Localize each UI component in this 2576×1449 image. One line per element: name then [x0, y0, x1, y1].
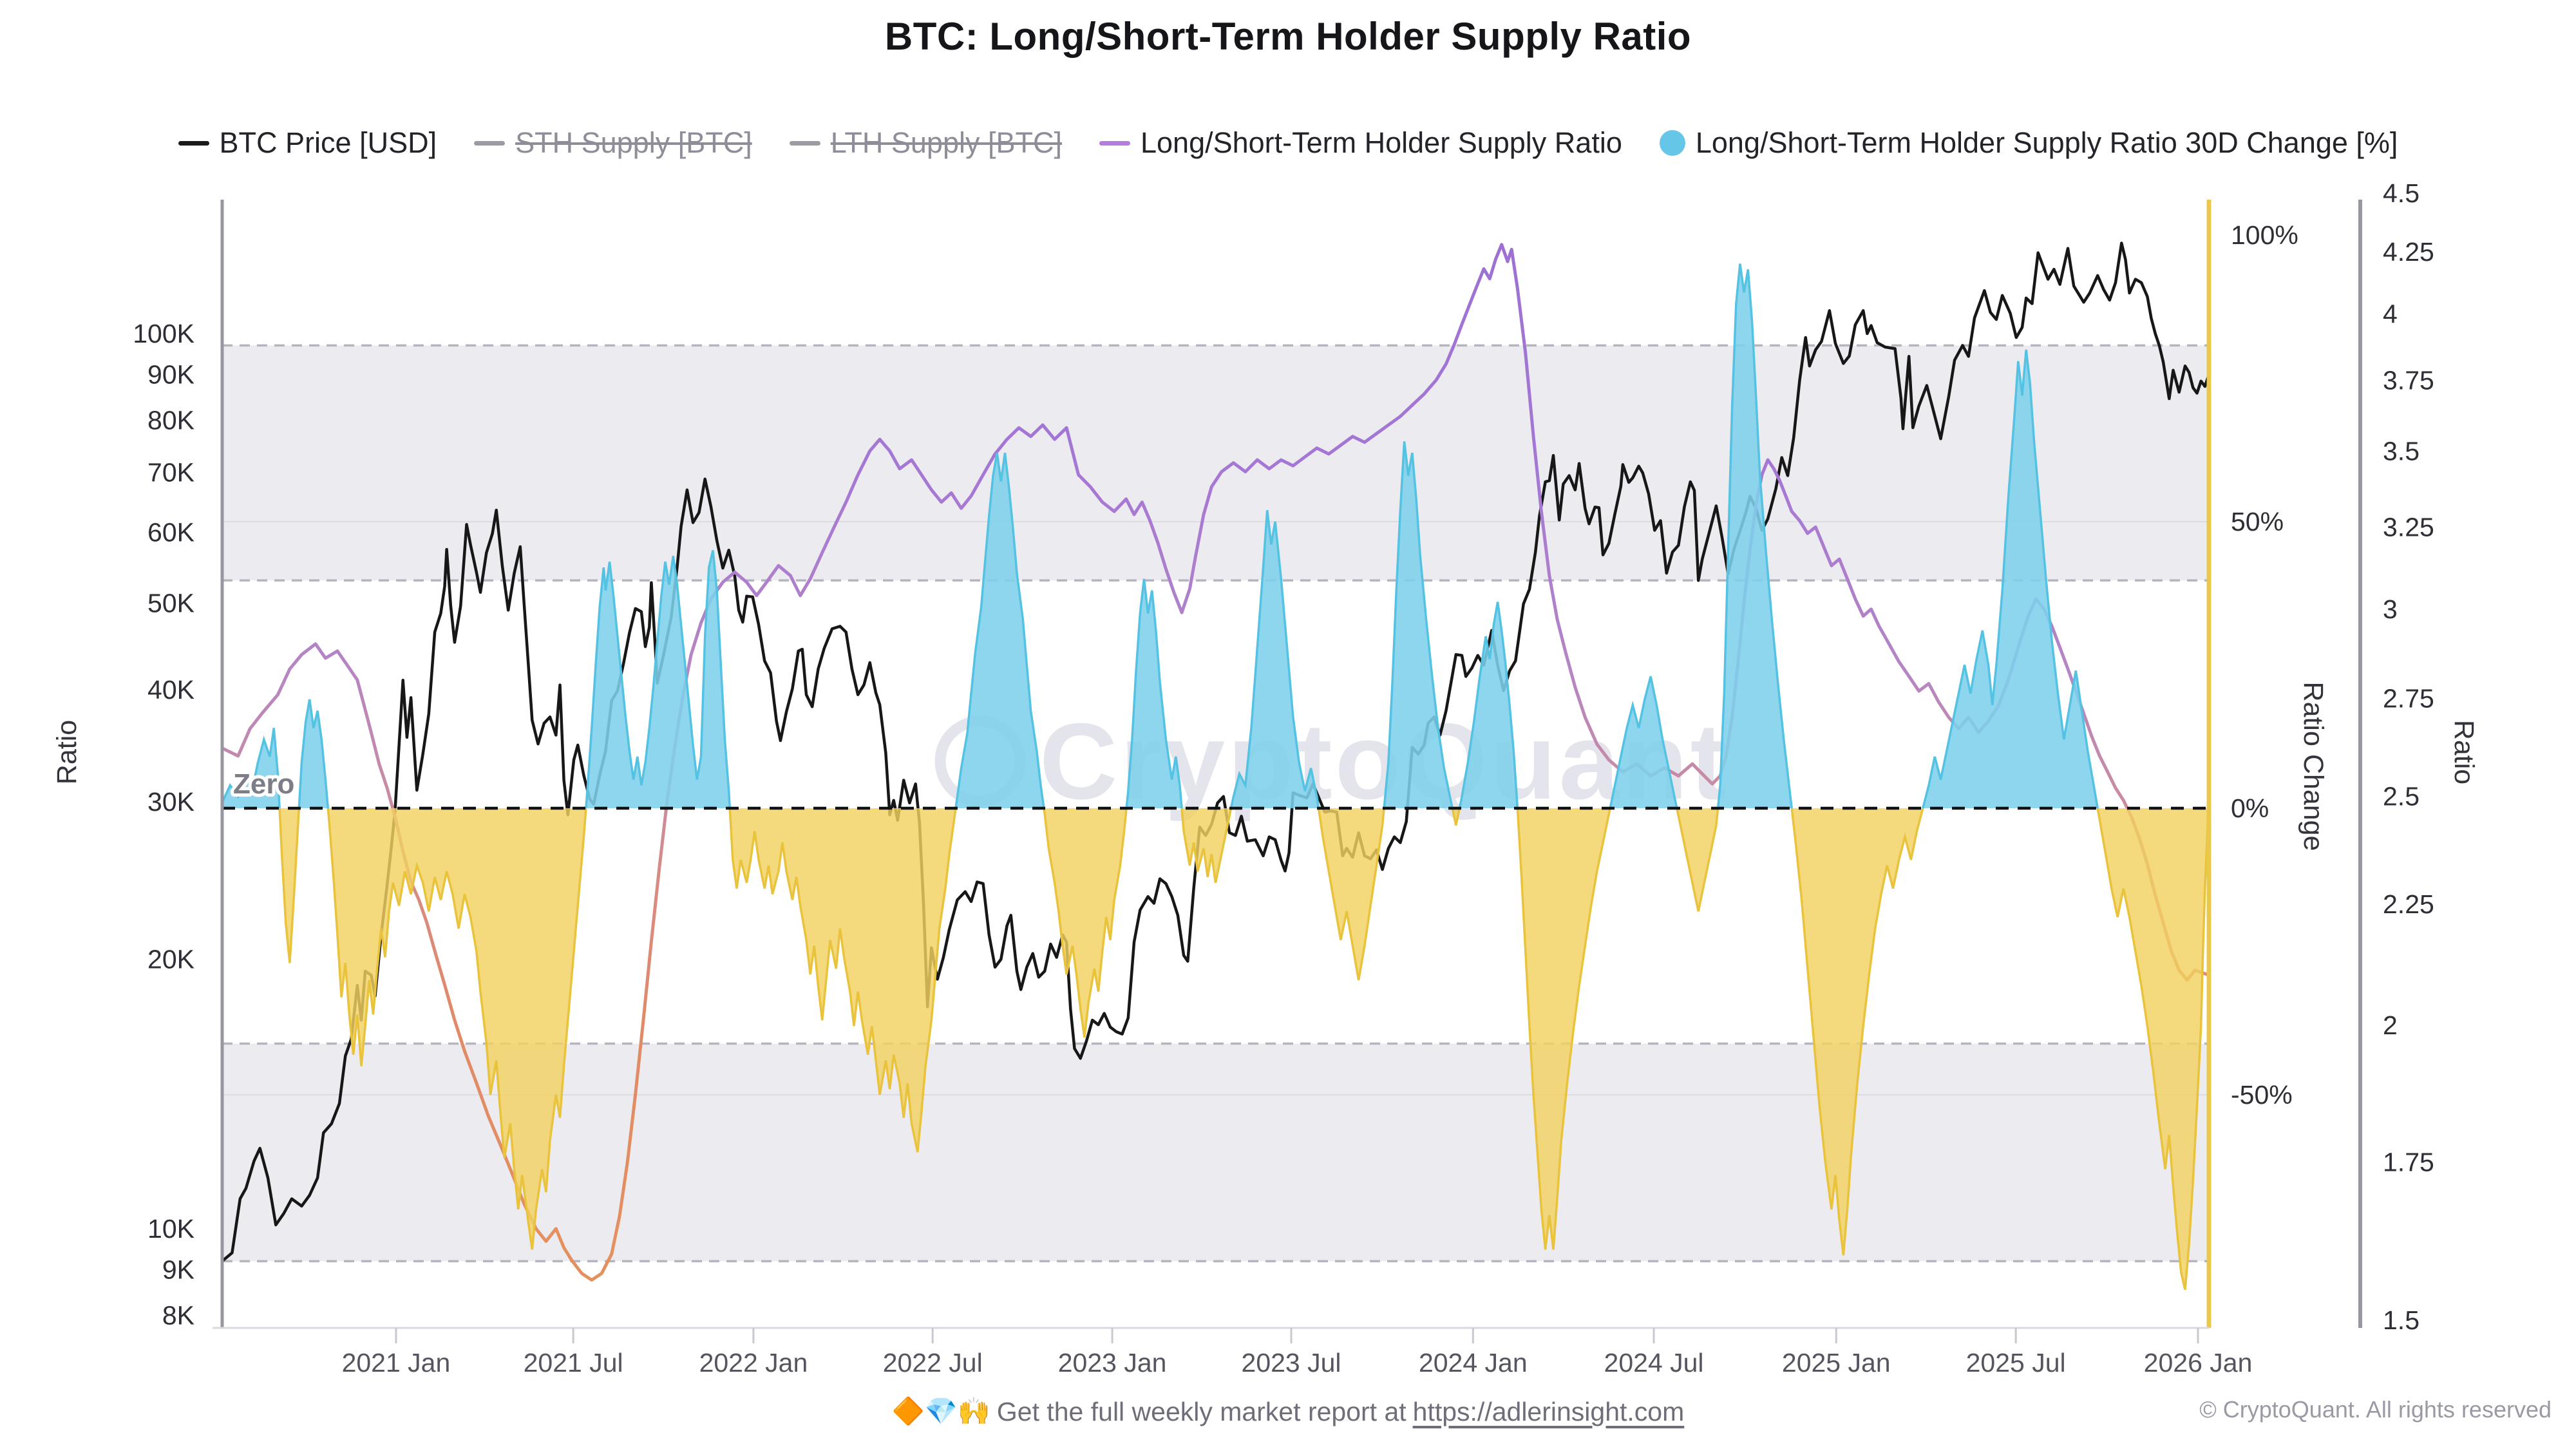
ratio-tick-label: 4.5 [2383, 178, 2420, 208]
x-tick-label: 2023 Jul [1242, 1348, 1341, 1378]
x-tick-label: 2025 Jul [1966, 1348, 2066, 1378]
btc-price-line-swatch [178, 140, 209, 146]
banner-emoji-icons: 🔶💎🙌 [891, 1396, 990, 1426]
change-tick-label: -50% [2231, 1080, 2293, 1110]
x-tick-label: 2021 Jan [342, 1348, 451, 1378]
ratio-tick-label: 4.25 [2383, 237, 2434, 267]
change-edge-negative [278, 808, 2209, 1290]
axis-tick-labels: 100K 90K 80K 70K 60K 50K 40K 30K 20K 10K 9K 8K 100% 5… [133, 178, 2434, 1378]
price-tick-label: 30K [147, 787, 194, 817]
x-tick-label: 2024 Jul [1604, 1348, 1704, 1378]
supply-ratio-line-swatch [1099, 140, 1130, 146]
price-tick-label: 90K [147, 360, 194, 390]
price-tick-label: 9K [162, 1255, 194, 1285]
legend-label: Long/Short-Term Holder Supply Ratio 30D … [1695, 126, 2398, 159]
x-tick-label: 2026 Jan [2144, 1348, 2253, 1378]
price-band [222, 345, 2209, 581]
supply-ratio-line [222, 243, 2209, 1282]
ratio-change-axis-title: Ratio Change [2298, 682, 2329, 851]
adlerinsight-link[interactable]: https://adlerinsight.com [1412, 1396, 1685, 1426]
price-tick-label: 60K [147, 517, 194, 547]
price-tick-label: 40K [147, 675, 194, 705]
ratio-tick-label: 3.75 [2383, 365, 2434, 395]
change-tick-label: 50% [2231, 507, 2284, 536]
report-banner: 🔶💎🙌 Get the full weekly market report at… [0, 1396, 2576, 1427]
ratio-tick-label: 2.25 [2383, 889, 2434, 919]
legend-item-supply-ratio[interactable]: Long/Short-Term Holder Supply Ratio [1099, 126, 1622, 160]
legend-item-supply-ratio-30d-change[interactable]: Long/Short-Term Holder Supply Ratio 30D … [1659, 126, 2398, 160]
right-ratio-axis-title: Ratio [2448, 720, 2479, 784]
price-tick-label: 8K [162, 1301, 194, 1331]
price-tick-label: 100K [133, 319, 194, 348]
change-area-positive [222, 263, 2209, 808]
legend-label: BTC Price [USD] [219, 126, 437, 159]
ratio-tick-label: 3.5 [2383, 436, 2420, 466]
ratio-tick-label: 3.25 [2383, 512, 2434, 542]
price-bands [222, 344, 2209, 1263]
x-tick-label: 2023 Jan [1058, 1348, 1167, 1378]
legend-label: Long/Short-Term Holder Supply Ratio [1140, 126, 1622, 159]
x-tick-label: 2021 Jul [524, 1348, 623, 1378]
banner-text: Get the full weekly market report at [996, 1396, 1406, 1426]
supply-ratio-change-circle-swatch [1659, 130, 1685, 156]
price-tick-label: 80K [147, 406, 194, 435]
legend-item-lth-supply[interactable]: LTH Supply [BTC] [789, 126, 1062, 160]
change-edge-positive [222, 263, 2209, 808]
legend-item-sth-supply[interactable]: STH Supply [BTC] [474, 126, 752, 160]
legend: BTC Price [USD] STH Supply [BTC] LTH Sup… [0, 126, 2576, 160]
price-tick-label: 20K [147, 945, 194, 974]
left-axis-title: Ratio [52, 720, 82, 784]
ratio-tick-label: 1.5 [2383, 1305, 2420, 1335]
price-tick-label: 70K [147, 457, 194, 487]
price-tick-label: 50K [147, 588, 194, 618]
price-tick-label: 10K [147, 1214, 194, 1244]
ratio-tick-label: 4 [2383, 299, 2398, 329]
x-tick-label: 2024 Jan [1419, 1348, 1528, 1378]
change-area-negative [222, 808, 2209, 1290]
ratio-tick-label: 2.75 [2383, 684, 2434, 714]
legend-item-btc-price[interactable]: BTC Price [USD] [178, 126, 437, 160]
ratio-tick-label: 3 [2383, 594, 2398, 624]
x-tick-label: 2022 Jul [883, 1348, 983, 1378]
change-tick-label: 0% [2231, 793, 2269, 823]
axes [213, 200, 2362, 1343]
ratio-tick-label: 2 [2383, 1010, 2398, 1040]
zero-line-label: Zero [233, 768, 294, 800]
legend-label: STH Supply [BTC] [515, 126, 752, 159]
x-tick-label: 2022 Jan [699, 1348, 808, 1378]
ratio-tick-label: 1.75 [2383, 1148, 2434, 1177]
x-tick-label: 2025 Jan [1782, 1348, 1891, 1378]
copyright-notice: © CryptoQuant. All rights reserved [2199, 1396, 2552, 1423]
ratio-tick-label: 2.5 [2383, 781, 2420, 811]
change-tick-label: 100% [2231, 220, 2298, 250]
sth-supply-line-swatch [474, 140, 506, 146]
lth-supply-line-swatch [789, 140, 820, 146]
legend-label: LTH Supply [BTC] [830, 126, 1062, 159]
page-title: BTC: Long/Short-Term Holder Supply Ratio [884, 15, 1692, 58]
series-layer [222, 242, 2209, 1290]
